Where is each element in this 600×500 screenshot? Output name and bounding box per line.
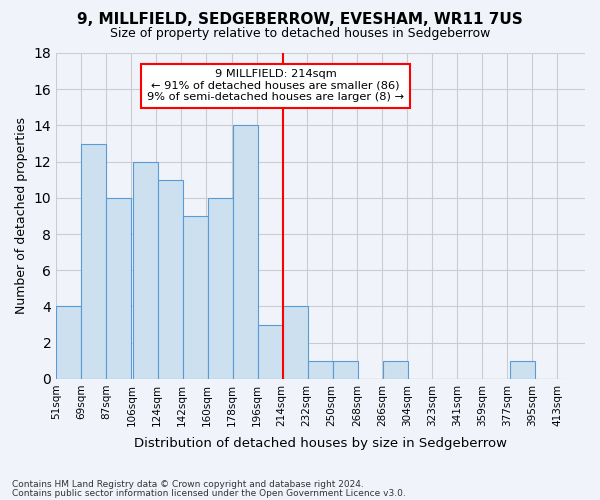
Bar [208, 198, 233, 379]
Bar [133, 162, 158, 379]
Bar [183, 216, 208, 379]
Y-axis label: Number of detached properties: Number of detached properties [15, 118, 28, 314]
Bar [158, 180, 183, 379]
Bar [56, 306, 81, 379]
Bar [383, 361, 408, 379]
X-axis label: Distribution of detached houses by size in Sedgeberrow: Distribution of detached houses by size … [134, 437, 507, 450]
Bar [333, 361, 358, 379]
Bar [510, 361, 535, 379]
Bar [233, 126, 258, 379]
Text: Size of property relative to detached houses in Sedgeberrow: Size of property relative to detached ho… [110, 28, 490, 40]
Bar [81, 144, 106, 379]
Text: Contains public sector information licensed under the Open Government Licence v3: Contains public sector information licen… [12, 488, 406, 498]
Bar [283, 306, 308, 379]
Bar [308, 361, 333, 379]
Text: 9 MILLFIELD: 214sqm
← 91% of detached houses are smaller (86)
9% of semi-detache: 9 MILLFIELD: 214sqm ← 91% of detached ho… [147, 70, 404, 102]
Text: Contains HM Land Registry data © Crown copyright and database right 2024.: Contains HM Land Registry data © Crown c… [12, 480, 364, 489]
Text: 9, MILLFIELD, SEDGEBERROW, EVESHAM, WR11 7US: 9, MILLFIELD, SEDGEBERROW, EVESHAM, WR11… [77, 12, 523, 28]
Bar [106, 198, 131, 379]
Bar [258, 324, 283, 379]
